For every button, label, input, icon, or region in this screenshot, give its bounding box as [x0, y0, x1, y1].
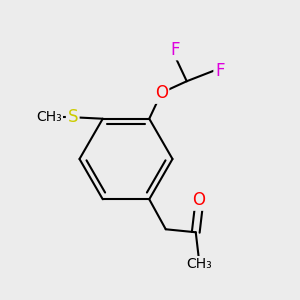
Text: F: F [215, 62, 224, 80]
Text: O: O [155, 84, 168, 102]
Text: F: F [170, 41, 179, 59]
Text: S: S [68, 108, 78, 126]
Text: O: O [192, 191, 205, 209]
Text: CH₃: CH₃ [186, 257, 212, 272]
Text: CH₃: CH₃ [36, 110, 62, 124]
